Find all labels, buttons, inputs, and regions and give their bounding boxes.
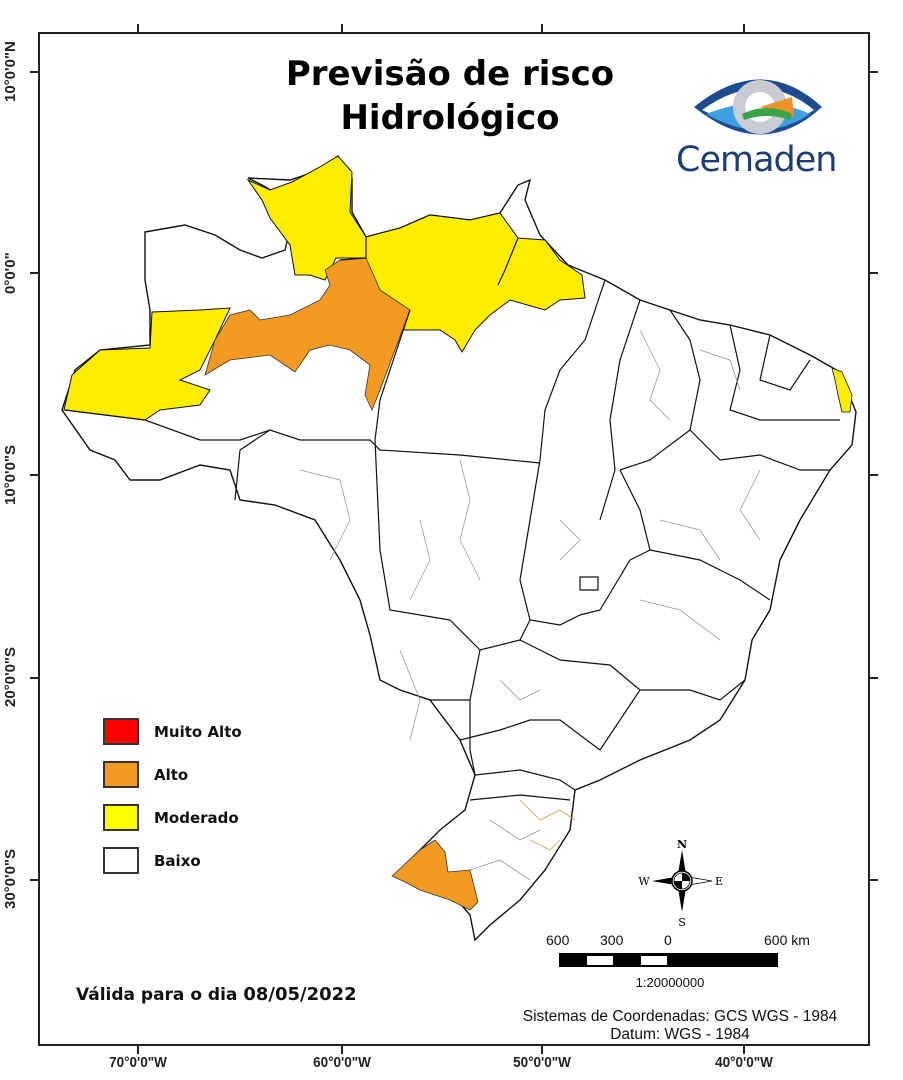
region-alto-rs [391,839,479,911]
coordinate-system-info: Sistemas de Coordenadas: GCS WGS - 1984 … [490,1008,870,1044]
latitude-label: 10°0'0"N [2,41,19,103]
tick [341,1046,343,1054]
legend-item-alto: Alto [103,753,242,796]
longitude-label: 50°0'0"W [513,1054,571,1071]
tick [870,71,878,73]
tick [341,24,343,32]
scale-labels: 600 300 0 600 km [540,932,840,950]
tick [541,24,543,32]
validity-date: 08/05/2022 [243,984,357,1005]
legend-label: Baixo [154,851,201,870]
tick [541,1046,543,1054]
scale-label: 0 [664,932,672,948]
tick [870,474,878,476]
legend-label: Alto [154,765,189,784]
cemaden-logo-icon [694,79,822,135]
legend-item-moderado: Moderado [103,796,242,839]
title-line-2: Hidrológico [340,98,560,138]
scale-bar-segment [641,956,667,965]
region-moderado-para-north [365,212,586,353]
scale-label: 600 [546,932,570,948]
svg-text:S: S [678,916,686,929]
legend: Muito Alto Alto Moderado Baixo [103,710,242,882]
latitude-label: 10°0'0"S [2,444,19,506]
latitude-label: 30°0'0"S [2,848,19,910]
scale-bar-segment [587,956,613,965]
svg-text:N: N [677,838,687,851]
tick [30,879,38,881]
legend-swatch [103,718,139,745]
legend-label: Moderado [154,808,239,827]
latitude-label: 0°0'0" [2,252,19,294]
brazil-risk-map [61,154,857,942]
tick [30,677,38,679]
legend-item-muito-alto: Muito Alto [103,710,242,753]
compass-rose-icon: N S W E [638,838,723,929]
tick [137,1046,139,1054]
region-alto-amazonas [204,257,411,412]
coordinate-system-line: Sistemas de Coordenadas: GCS WGS - 1984 [522,1008,838,1025]
svg-text:E: E [715,875,723,888]
tick [30,272,38,274]
legend-swatch [103,847,139,874]
legend-swatch [103,761,139,788]
tick [30,474,38,476]
scale-bar [559,953,778,967]
scale-label: 300 [600,932,624,948]
scale-ratio: 1:20000000 [635,975,705,990]
validity-text: Válida para o dia 08/05/2022 [76,984,357,1005]
legend-item-baixo: Baixo [103,839,242,882]
tick [743,1046,745,1054]
longitude-label: 70°0'0"W [109,1054,167,1071]
map-title: Previsão de risco Hidrológico [230,52,670,140]
svg-text:W: W [638,875,650,888]
validity-prefix: Válida para o dia [76,985,238,1005]
region-moderado-ne-coast [831,367,853,413]
legend-label: Muito Alto [154,722,242,741]
tick [743,24,745,32]
tick [137,24,139,32]
title-line-1: Previsão de risco [285,54,615,94]
tick [870,677,878,679]
datum-line: Datum: WGS - 1984 [610,1026,750,1043]
latitude-label: 20°0'0"S [2,646,19,708]
cemaden-logo-text: Cemaden [676,140,837,180]
legend-swatch [103,804,139,831]
tick [30,71,38,73]
longitude-label: 60°0'0"W [313,1054,371,1071]
longitude-label: 40°0'0"W [715,1054,773,1071]
scale-label: 600 km [764,932,810,948]
tick [870,879,878,881]
tick [870,272,878,274]
